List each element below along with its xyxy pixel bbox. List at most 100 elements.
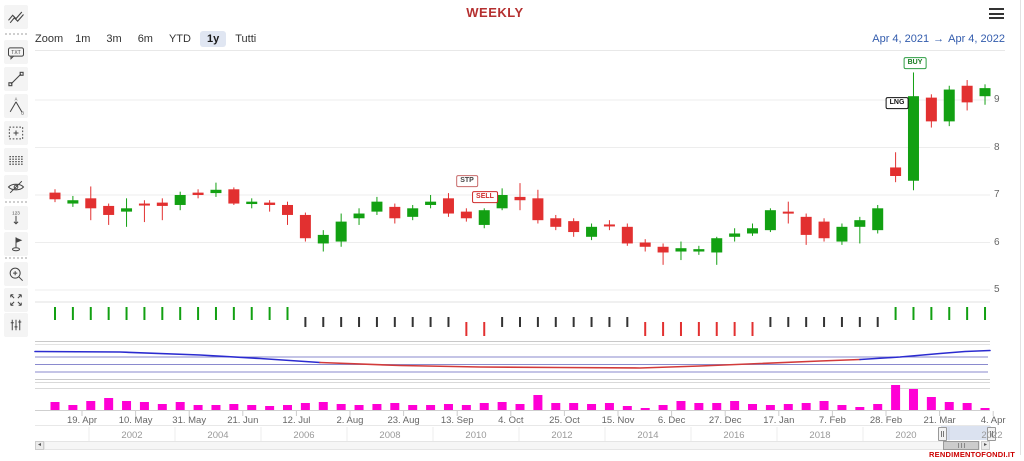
oscillator-line	[319, 358, 861, 369]
volume-bar	[891, 385, 901, 410]
candle-body	[532, 198, 544, 221]
candle-body	[264, 202, 276, 205]
settings-sliders-icon[interactable]	[4, 313, 28, 337]
volume-bar	[193, 405, 203, 410]
zoom-label: Zoom	[35, 33, 64, 45]
pitchfork-b-glyph: B	[21, 110, 24, 115]
candle-body	[246, 201, 258, 205]
candle-body	[639, 242, 651, 247]
flag-icon[interactable]	[4, 232, 28, 256]
range-button-tutti[interactable]: Tutti	[235, 33, 257, 45]
candle-body	[943, 89, 955, 122]
measure-123-glyph: 123	[12, 211, 20, 216]
volume-bar	[318, 402, 328, 410]
volume-bar	[283, 405, 293, 410]
candle-body	[425, 201, 437, 205]
zoom-in-icon[interactable]	[4, 262, 28, 286]
volume-bar	[962, 403, 972, 410]
volume-bar	[712, 403, 722, 410]
y-axis-label: 8	[994, 141, 1000, 153]
annotation-sell: SELL	[472, 191, 498, 203]
volume-bar	[676, 401, 686, 410]
candle-body	[872, 208, 884, 231]
x-axis-label: 19. Apr	[66, 415, 98, 426]
text-annotation-icon[interactable]: TXT	[4, 40, 28, 64]
candle-body	[103, 205, 115, 215]
volume-bar	[104, 398, 114, 410]
volume-bar	[533, 395, 543, 410]
range-button-1m[interactable]: 1m	[75, 33, 91, 45]
volume-bar	[980, 408, 990, 410]
oscillator-line	[859, 349, 991, 361]
candle-body	[192, 192, 204, 195]
annotation-buy: BUY	[903, 57, 927, 69]
volume-bar	[694, 403, 704, 410]
candle-body	[67, 200, 79, 204]
x-axis-label: 4. Apr	[980, 415, 1006, 426]
candle-body	[389, 206, 401, 219]
candle-body	[317, 234, 329, 244]
annotation-stp: STP	[456, 175, 478, 187]
x-axis-label: 25. Oct	[549, 415, 580, 426]
navigator-right-handle[interactable]	[987, 427, 996, 441]
range-from[interactable]: Apr 4, 2021	[872, 33, 930, 45]
toolbar-separator	[5, 33, 27, 35]
volume-bar	[300, 403, 310, 410]
selection-box-icon[interactable]	[4, 121, 28, 145]
volume-bar	[86, 401, 96, 410]
volume-bar	[68, 405, 78, 410]
candle-body	[156, 202, 168, 206]
volume-bar	[604, 403, 614, 410]
candle-body	[711, 238, 723, 253]
x-axis-label: 23. Aug	[387, 415, 420, 426]
grid-lines-icon[interactable]	[4, 148, 28, 172]
candle-body	[49, 192, 61, 200]
date-range-display[interactable]: Apr 4, 2021 → Apr 4, 2022	[872, 33, 1005, 45]
pitchfork-icon[interactable]: A B	[4, 94, 28, 118]
candle-body	[818, 221, 830, 239]
candle-body	[782, 211, 794, 214]
range-button-1y[interactable]: 1y	[199, 31, 227, 47]
candle-body	[979, 88, 991, 97]
navigator-left-handle[interactable]	[938, 427, 947, 441]
fullscreen-icon[interactable]	[4, 288, 28, 312]
volume-bar	[622, 406, 632, 410]
candle-body	[299, 214, 311, 239]
scrollbar-track[interactable]	[44, 441, 980, 450]
x-axis-label: 28. Feb	[869, 415, 903, 426]
volume-bar	[658, 405, 668, 410]
candle-body	[764, 210, 776, 231]
toolbar-separator	[5, 201, 27, 203]
hide-drawings-icon[interactable]	[4, 175, 28, 199]
trend-indicators-icon[interactable]	[4, 5, 28, 29]
trendline-icon[interactable]	[4, 67, 28, 91]
range-button-3m[interactable]: 3m	[106, 33, 122, 45]
scrollbar-right-arrow[interactable]: ▸	[981, 441, 990, 450]
candle-body	[550, 218, 562, 227]
volume-bar	[408, 405, 418, 410]
volume-bar	[372, 404, 382, 410]
candle-body	[210, 189, 222, 194]
volume-bar	[265, 406, 275, 410]
page-title: WEEKLY	[466, 5, 524, 20]
volume-bar	[640, 408, 650, 410]
volume-bar	[211, 405, 221, 410]
range-to[interactable]: Apr 4, 2022	[948, 33, 1005, 45]
scrollbar-left-arrow[interactable]: ◂	[35, 441, 44, 450]
menu-icon[interactable]	[989, 8, 1004, 19]
candle-body	[174, 195, 186, 205]
volume-bar	[783, 404, 793, 410]
navigator-year-label: 2014	[637, 430, 659, 441]
candle-body	[621, 226, 633, 244]
range-button-6m[interactable]: 6m	[137, 33, 153, 45]
volume-bar	[390, 403, 400, 410]
navigator-selection[interactable]	[941, 426, 991, 440]
navigator-year-label: 2020	[895, 430, 917, 441]
candle-body	[496, 195, 508, 209]
range-button-ytd[interactable]: YTD	[168, 33, 191, 45]
candle-body	[568, 221, 580, 233]
scrollbar-thumb[interactable]	[943, 441, 979, 450]
measure-icon[interactable]: 123	[4, 206, 28, 230]
volume-bar	[908, 389, 918, 410]
